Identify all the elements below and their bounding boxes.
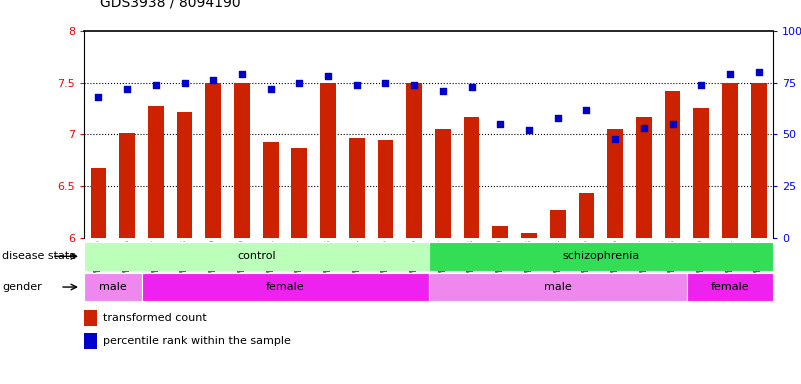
Point [723,71,736,77]
Text: control: control [237,251,276,262]
FancyBboxPatch shape [84,242,429,271]
Bar [607,129,623,238]
Text: disease state: disease state [2,251,77,262]
Point [465,84,478,90]
Bar [234,83,250,238]
FancyBboxPatch shape [142,273,429,301]
Bar [377,139,393,238]
Point [609,136,622,142]
Text: male: male [544,282,572,292]
Point [437,88,449,94]
Point [121,86,134,92]
Text: percentile rank within the sample: percentile rank within the sample [103,336,292,346]
Point [752,69,765,75]
Point [522,127,535,133]
Point [551,115,564,121]
Bar [84,310,97,326]
Point [264,86,277,92]
FancyBboxPatch shape [429,273,687,301]
Bar [493,226,508,238]
Bar [263,142,279,238]
Point [207,78,219,84]
Bar [119,133,135,238]
Bar [549,210,566,238]
Point [666,121,679,127]
Point [694,81,707,88]
Bar [464,117,480,238]
Bar [292,148,308,238]
Point [379,79,392,86]
Point [92,94,105,100]
Bar [694,108,709,238]
Bar [84,333,97,349]
Bar [636,117,652,238]
Point [178,79,191,86]
Point [150,81,163,88]
Text: schizophrenia: schizophrenia [562,251,639,262]
Text: GDS3938 / 8094190: GDS3938 / 8094190 [100,0,241,10]
Bar [406,83,422,238]
Bar [751,83,767,238]
Bar [320,83,336,238]
Point [580,106,593,113]
FancyBboxPatch shape [84,273,142,301]
Point [408,81,421,88]
Bar [91,167,107,238]
Bar [578,194,594,238]
Bar [665,91,680,238]
Text: gender: gender [2,282,42,292]
Point [494,121,507,127]
Text: male: male [99,282,127,292]
Point [235,71,248,77]
Bar [148,106,163,238]
Point [293,79,306,86]
Text: transformed count: transformed count [103,313,207,323]
Bar [349,137,364,238]
Bar [205,83,221,238]
Text: female: female [710,282,749,292]
Bar [521,233,537,238]
Text: female: female [266,282,304,292]
Bar [177,112,192,238]
Point [350,81,363,88]
Point [638,125,650,131]
FancyBboxPatch shape [687,273,773,301]
Bar [722,83,738,238]
Bar [435,129,451,238]
FancyBboxPatch shape [429,242,773,271]
Point [322,73,335,79]
